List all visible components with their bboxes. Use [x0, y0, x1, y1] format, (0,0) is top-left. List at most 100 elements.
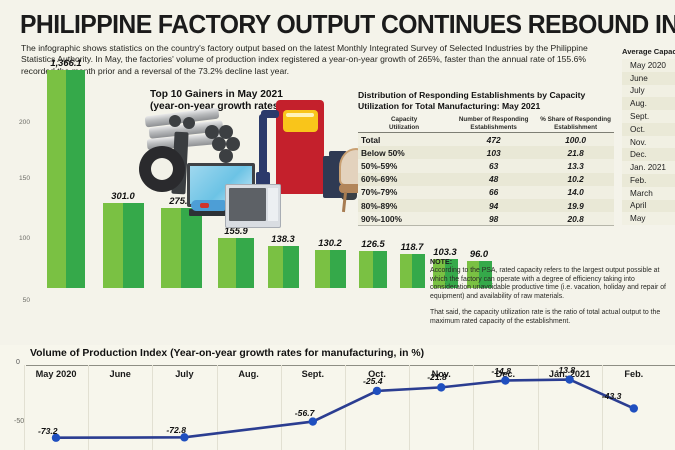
list-item[interactable]: July	[622, 84, 675, 98]
x-axis-month-label: Oct.	[368, 369, 386, 379]
average-capacity-month-list: May 2020 June July Aug. Sept. Oct. Nov. Dec. Jan…	[622, 59, 675, 226]
data-point-marker[interactable]	[437, 383, 446, 392]
list-item[interactable]: June	[622, 71, 675, 85]
bar-group[interactable]: 126.5	[354, 235, 392, 288]
cell-number-establishments: 103	[486, 147, 501, 158]
pipe-end-icon	[219, 125, 233, 139]
data-point-marker[interactable]	[629, 404, 638, 413]
bar-half-light	[399, 254, 412, 288]
table-row[interactable]: 80%-89% 94 19.9	[358, 198, 614, 213]
line-chart-zero-axis	[26, 365, 675, 367]
x-axis-month-label: Aug.	[238, 369, 259, 379]
bar-group[interactable]: 275.6	[153, 192, 209, 288]
data-point-value-label: -25.4	[363, 375, 383, 386]
table-row[interactable]: Below 50% 103 21.8	[358, 146, 614, 160]
cell-number-establishments: 94	[489, 200, 499, 211]
list-item[interactable]: Sept.	[622, 110, 675, 123]
table-row[interactable]: 60%-69% 48 10.2	[358, 172, 614, 186]
data-point-marker[interactable]	[180, 433, 189, 442]
x-axis-month-label: Sept.	[301, 369, 325, 379]
bar-shape	[267, 246, 299, 288]
rattan-chair-seat-icon	[339, 184, 373, 193]
list-item[interactable]: Feb.	[622, 174, 675, 187]
line-chart-series	[51, 375, 638, 442]
note-paragraph-2: That said, the capacity utilization rate…	[430, 308, 661, 325]
bar-half-light	[267, 246, 283, 288]
average-capacity-heading: Average Capacity	[622, 47, 675, 56]
bar-half-light	[432, 259, 445, 288]
y-tick-label: 150	[18, 175, 30, 182]
clothes-iron-icon	[189, 209, 229, 216]
bar-half-dark	[479, 261, 492, 288]
grid-line	[280, 365, 282, 450]
data-point-value-label: -73.2	[38, 425, 58, 436]
y-tick-label: 200	[18, 119, 30, 126]
col-header-line2: Utilization	[389, 123, 420, 131]
bar-group[interactable]: 1,366.1	[40, 54, 92, 288]
bar-chart-title-line1: Top 10 Gainers in May 2021	[150, 89, 283, 100]
bar-value-label: 275.6	[169, 195, 193, 206]
data-point-marker[interactable]	[308, 417, 317, 426]
grid-line	[152, 365, 154, 450]
bar-group[interactable]: 138.3	[262, 230, 304, 288]
table-row[interactable]: 70%-79% 66 14.0	[358, 185, 614, 199]
bar-group[interactable]: 118.7	[395, 238, 429, 288]
pipe-end-icon	[226, 137, 240, 151]
list-item[interactable]: Jan. 2021	[622, 161, 675, 175]
cell-number-establishments: 66	[489, 187, 499, 198]
bar-value-label: 155.9	[224, 225, 248, 236]
microwave-panel-icon	[268, 188, 278, 221]
bar-shape	[218, 238, 254, 288]
capacity-table-body: Total 472 100.0 Below 50% 103 21.8 50%-59% 63 13…	[358, 132, 614, 226]
list-item[interactable]: Aug.	[622, 97, 675, 111]
bar-group[interactable]: 155.9	[212, 222, 260, 288]
bar-shape	[466, 261, 492, 288]
data-point-value-label: -14.8	[491, 365, 511, 376]
y-tick-label: 100	[18, 235, 30, 242]
cell-capacity-utilization: 50%-59%	[361, 160, 398, 171]
table-row[interactable]: 90%-100% 98 20.8	[358, 212, 614, 226]
list-item[interactable]: Dec.	[622, 148, 675, 162]
list-item[interactable]: April	[622, 199, 675, 213]
list-item[interactable]: Nov.	[622, 135, 675, 149]
cell-capacity-utilization: 70%-79%	[361, 187, 398, 198]
bar-half-dark	[330, 250, 346, 288]
pipe-end-icon	[212, 137, 226, 151]
data-point-marker[interactable]	[565, 375, 574, 384]
x-axis-month-label: Dec.	[495, 369, 516, 379]
grid-line	[88, 365, 90, 450]
bar-value-label: 118.7	[400, 241, 424, 252]
col-header-share-establishments: % Share of Responding Establishment	[537, 115, 614, 132]
cell-number-establishments: 98	[489, 213, 499, 224]
line-chart-title: Volume of Production Index (Year-on-year…	[30, 348, 425, 359]
grid-line	[23, 365, 25, 450]
bar-half-dark	[412, 254, 425, 288]
grid-line	[409, 365, 411, 450]
data-point-marker[interactable]	[501, 376, 510, 385]
table-row[interactable]: 50%-59% 63 13.3	[358, 159, 614, 173]
average-capacity-panel: Average Capacity May 2020JuneJulyAug.Sep…	[622, 47, 675, 226]
bar-group[interactable]: 103.3	[428, 243, 462, 288]
bar-group[interactable]: 130.2	[309, 234, 351, 288]
list-item[interactable]: May 2020	[622, 59, 675, 72]
cell-share-establishments: 19.9	[567, 200, 584, 211]
col-header-line2: Establishment	[554, 123, 598, 131]
data-point-marker[interactable]	[51, 433, 61, 442]
list-item[interactable]: May	[622, 212, 675, 226]
col-header-line1: % Share of Responding	[540, 116, 611, 124]
bar-group[interactable]: 96.0	[462, 245, 496, 288]
fuel-pump-hose-icon	[261, 110, 279, 118]
col-header-line1: Number of Responding	[458, 116, 529, 124]
x-axis-month-label: Jan. 2021	[548, 369, 591, 379]
bar-shape	[47, 70, 85, 288]
cell-share-establishments: 21.8	[567, 147, 584, 158]
cell-number-establishments: 472	[486, 134, 501, 145]
table-row[interactable]: Total 472 100.0	[358, 132, 614, 147]
list-item[interactable]: March	[622, 186, 675, 200]
list-item[interactable]: Oct.	[622, 122, 675, 136]
cell-capacity-utilization: 60%-69%	[361, 174, 398, 185]
data-point-marker[interactable]	[372, 386, 382, 396]
bar-group[interactable]: 301.0	[95, 187, 151, 288]
bar-half-dark	[123, 203, 144, 288]
bar-shape	[102, 203, 144, 288]
